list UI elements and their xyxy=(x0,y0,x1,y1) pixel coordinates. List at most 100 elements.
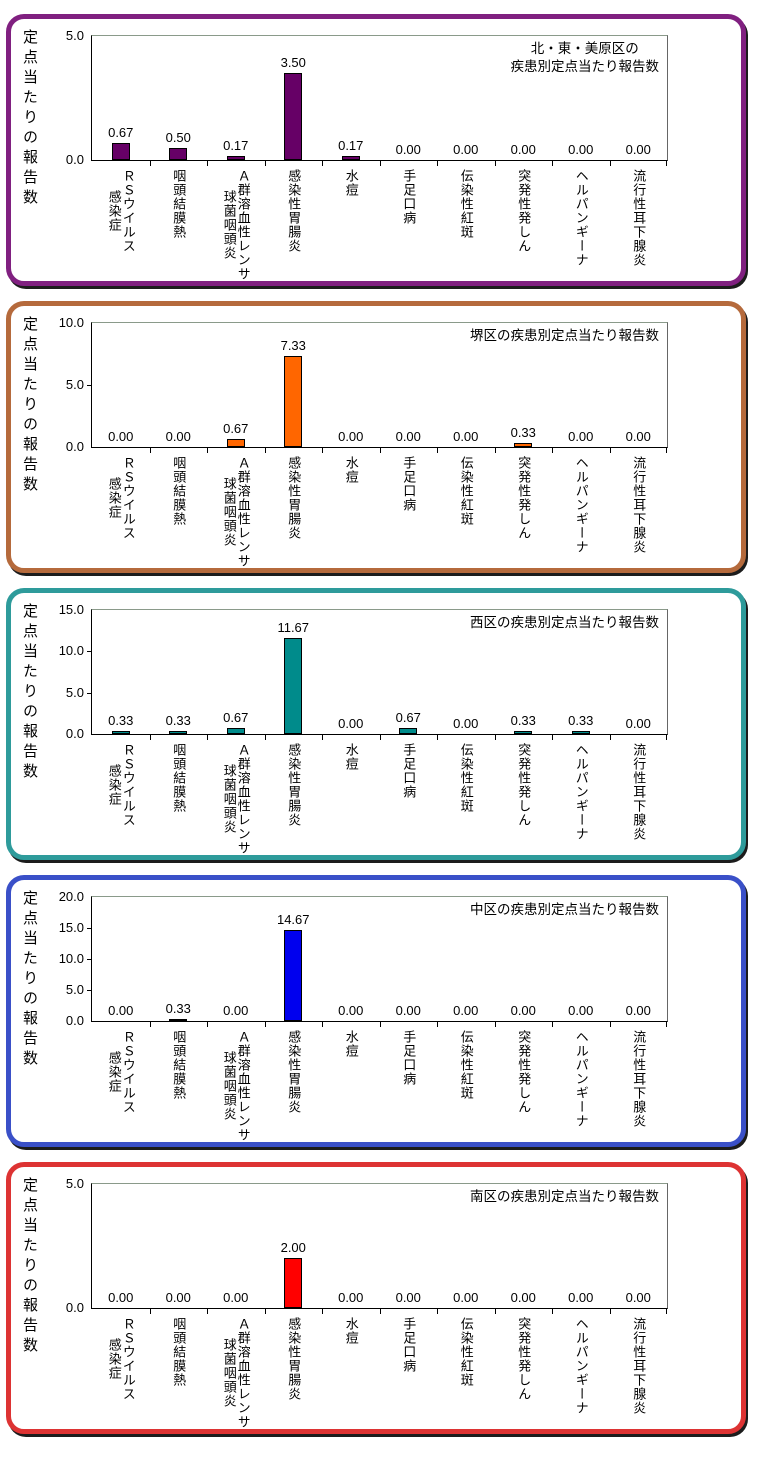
y-tick-mark xyxy=(87,990,91,991)
y-tick-mark xyxy=(87,651,91,653)
bar-value-label: 0.00 xyxy=(568,1003,594,1018)
x-category-label: 流行性耳下腺炎 xyxy=(631,1030,647,1128)
x-axis-tick xyxy=(609,448,611,453)
x-axis-tick xyxy=(207,1022,208,1027)
y-tick-label: 10.0 xyxy=(58,315,84,330)
x-category-label: 流行性耳下腺炎 xyxy=(631,743,647,841)
bar-value-label: 0.67 xyxy=(223,421,249,436)
x-axis-tick xyxy=(207,1309,208,1314)
x-category-label: 咽頭結膜熱 xyxy=(171,743,187,813)
x-category-label: Ａ群溶血性レンサ 球菌咽頭炎 xyxy=(221,169,251,281)
x-category-label: 咽頭結膜熱 xyxy=(171,1317,187,1387)
bar-value-label: 11.67 xyxy=(277,620,310,635)
y-tick-label: 10.0 xyxy=(58,643,84,659)
x-category-label: 水痘 xyxy=(343,169,359,197)
bar xyxy=(341,156,360,160)
x-axis-tick xyxy=(379,735,381,740)
y-tick-label: 5.0 xyxy=(65,377,84,392)
bar-value-label: 0.00 xyxy=(625,1003,651,1018)
x-axis-tick xyxy=(494,448,496,453)
plot-area: 西区の疾患別定点当たり報告数 0.0 5.0 10.0 15.0 0.33 ＲＳウイルス … xyxy=(59,602,668,855)
x-category-label: 手足口病 xyxy=(401,1317,417,1373)
x-axis-tick xyxy=(437,1022,438,1027)
bar xyxy=(399,728,418,734)
x-axis-tick xyxy=(666,448,667,453)
y-tick-label: 0.0 xyxy=(65,152,84,167)
x-category-label: 感染性胃腸炎 xyxy=(286,169,302,253)
x-axis-tick xyxy=(207,448,208,453)
x-category-label: 感染性胃腸炎 xyxy=(286,1030,302,1114)
x-category-label: 突発性発しん xyxy=(516,743,532,827)
plot-area: 中区の疾患別定点当たり報告数 0.0 5.0 10.0 15.0 20.0 0.00 ＲＳウ… xyxy=(59,889,668,1142)
x-axis-tick xyxy=(552,448,553,453)
x-axis-tick xyxy=(609,1309,611,1314)
x-category-label: ＲＳウイルス 感染症 xyxy=(106,1030,136,1114)
bar xyxy=(169,1019,188,1021)
bar-value-label: 0.00 xyxy=(338,1290,364,1305)
bar-value-label: 0.00 xyxy=(568,142,594,157)
bar-value-label: 0.00 xyxy=(568,429,594,444)
chart-box-inner: 定点当たりの報告数 北・東・美原区の 疾患別定点当たり報告数 0.0 5.0 0.6… xyxy=(11,19,741,281)
bar-value-label: 14.67 xyxy=(276,912,310,927)
x-axis-tick xyxy=(609,161,611,166)
x-category-label: 流行性耳下腺炎 xyxy=(631,1317,647,1415)
bar xyxy=(284,356,303,447)
bar xyxy=(514,443,533,447)
x-category-label: 手足口病 xyxy=(401,1030,417,1086)
bar-value-label: 0.00 xyxy=(395,1003,421,1018)
bar-value-label: 0.33 xyxy=(165,1001,191,1016)
x-category-label: 感染性胃腸炎 xyxy=(286,743,302,827)
x-axis-tick xyxy=(149,735,151,740)
x-category-label: ヘルパンギーナ xyxy=(573,456,589,554)
chart-title: 中区の疾患別定点当たり報告数 xyxy=(470,902,659,917)
x-category-label: 突発性発しん xyxy=(516,1030,532,1114)
bar xyxy=(169,731,188,734)
x-axis-tick xyxy=(552,1022,553,1027)
x-category-label: 突発性発しん xyxy=(516,456,532,540)
x-category-label: 感染性胃腸炎 xyxy=(286,1317,302,1401)
bar-value-label: 0.00 xyxy=(625,1290,651,1305)
x-axis-tick xyxy=(609,1022,611,1027)
bar-value-label: 0.00 xyxy=(453,1290,479,1305)
y-tick-mark xyxy=(87,959,91,960)
bar-value-label: 0.33 xyxy=(510,425,536,440)
x-axis-tick xyxy=(264,735,266,740)
bar-value-label: 0.67 xyxy=(108,125,134,140)
bar-value-label: 0.67 xyxy=(223,710,249,725)
bar-value-label: 0.00 xyxy=(165,429,191,444)
y-tick-label: 0.0 xyxy=(65,439,84,454)
x-axis-tick xyxy=(264,448,266,453)
bar-value-label: 0.00 xyxy=(223,1003,249,1018)
bar xyxy=(514,731,533,734)
x-axis-tick xyxy=(437,735,438,740)
bar-value-label: 0.00 xyxy=(108,1290,134,1305)
x-axis-tick xyxy=(264,1309,266,1314)
y-axis-title: 定点当たりの報告数 xyxy=(21,603,38,783)
x-category-label: 伝染性紅斑 xyxy=(458,1030,474,1100)
x-axis-tick xyxy=(552,735,553,740)
bar-value-label: 0.50 xyxy=(165,130,191,145)
chart-box-inner: 定点当たりの報告数 南区の疾患別定点当たり報告数 0.0 5.0 0.00 ＲＳウイル… xyxy=(11,1167,741,1429)
bar xyxy=(169,148,188,160)
bar-value-label: 0.00 xyxy=(510,142,536,157)
x-category-label: 伝染性紅斑 xyxy=(458,743,474,813)
bar-value-label: 0.00 xyxy=(453,716,479,731)
bar xyxy=(226,439,245,447)
bar-value-label: 0.00 xyxy=(165,1290,191,1305)
y-tick-label: 15.0 xyxy=(58,920,84,935)
y-tick-label: 5.0 xyxy=(65,1176,84,1191)
x-category-label: 伝染性紅斑 xyxy=(458,456,474,526)
x-category-label: 手足口病 xyxy=(401,456,417,512)
x-category-label: 水痘 xyxy=(343,1030,359,1058)
bar-value-label: 0.00 xyxy=(453,142,479,157)
y-axis-title: 定点当たりの報告数 xyxy=(21,890,38,1070)
x-axis-tick xyxy=(207,735,208,740)
bar-value-label: 0.00 xyxy=(395,1290,421,1305)
x-category-label: 流行性耳下腺炎 xyxy=(631,456,647,554)
bar-value-label: 0.00 xyxy=(568,1290,594,1305)
x-category-label: ヘルパンギーナ xyxy=(573,169,589,267)
chart-title: 堺区の疾患別定点当たり報告数 xyxy=(470,328,659,343)
y-tick-mark xyxy=(87,692,91,694)
bar xyxy=(571,731,590,734)
x-category-label: ヘルパンギーナ xyxy=(573,1317,589,1415)
